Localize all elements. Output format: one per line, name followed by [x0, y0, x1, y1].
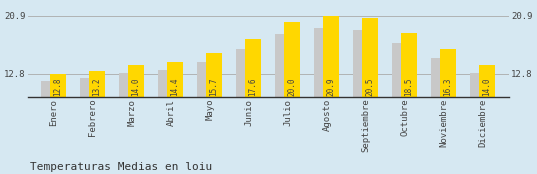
Bar: [49, 74, 66, 97]
Bar: [362, 18, 378, 97]
Bar: [128, 65, 144, 97]
Bar: [470, 73, 482, 97]
Bar: [79, 78, 92, 97]
Text: 14.4: 14.4: [170, 77, 179, 96]
Bar: [119, 73, 131, 97]
Bar: [89, 71, 105, 97]
Text: 15.7: 15.7: [209, 77, 219, 96]
Bar: [479, 65, 495, 97]
Text: 13.2: 13.2: [92, 77, 101, 96]
Text: 14.0: 14.0: [131, 77, 140, 96]
Text: 12.8: 12.8: [53, 77, 62, 96]
Text: Temperaturas Medias en loiu: Temperaturas Medias en loiu: [30, 162, 212, 172]
Text: 20.0: 20.0: [287, 77, 296, 96]
Bar: [41, 81, 53, 97]
Bar: [245, 39, 261, 97]
Text: 20.9: 20.9: [326, 77, 336, 96]
Bar: [401, 33, 417, 97]
Bar: [236, 49, 248, 97]
Bar: [275, 34, 287, 97]
Bar: [323, 16, 339, 97]
Text: 16.3: 16.3: [444, 77, 453, 96]
Bar: [392, 44, 404, 97]
Bar: [284, 22, 300, 97]
Text: 20.5: 20.5: [366, 77, 374, 96]
Text: 17.6: 17.6: [249, 77, 257, 96]
Bar: [166, 62, 183, 97]
Bar: [440, 49, 456, 97]
Bar: [206, 53, 222, 97]
Text: 14.0: 14.0: [483, 77, 491, 96]
Bar: [431, 58, 444, 97]
Text: 18.5: 18.5: [404, 77, 413, 96]
Bar: [314, 28, 326, 97]
Bar: [353, 30, 365, 97]
Bar: [158, 70, 170, 97]
Bar: [197, 62, 209, 97]
